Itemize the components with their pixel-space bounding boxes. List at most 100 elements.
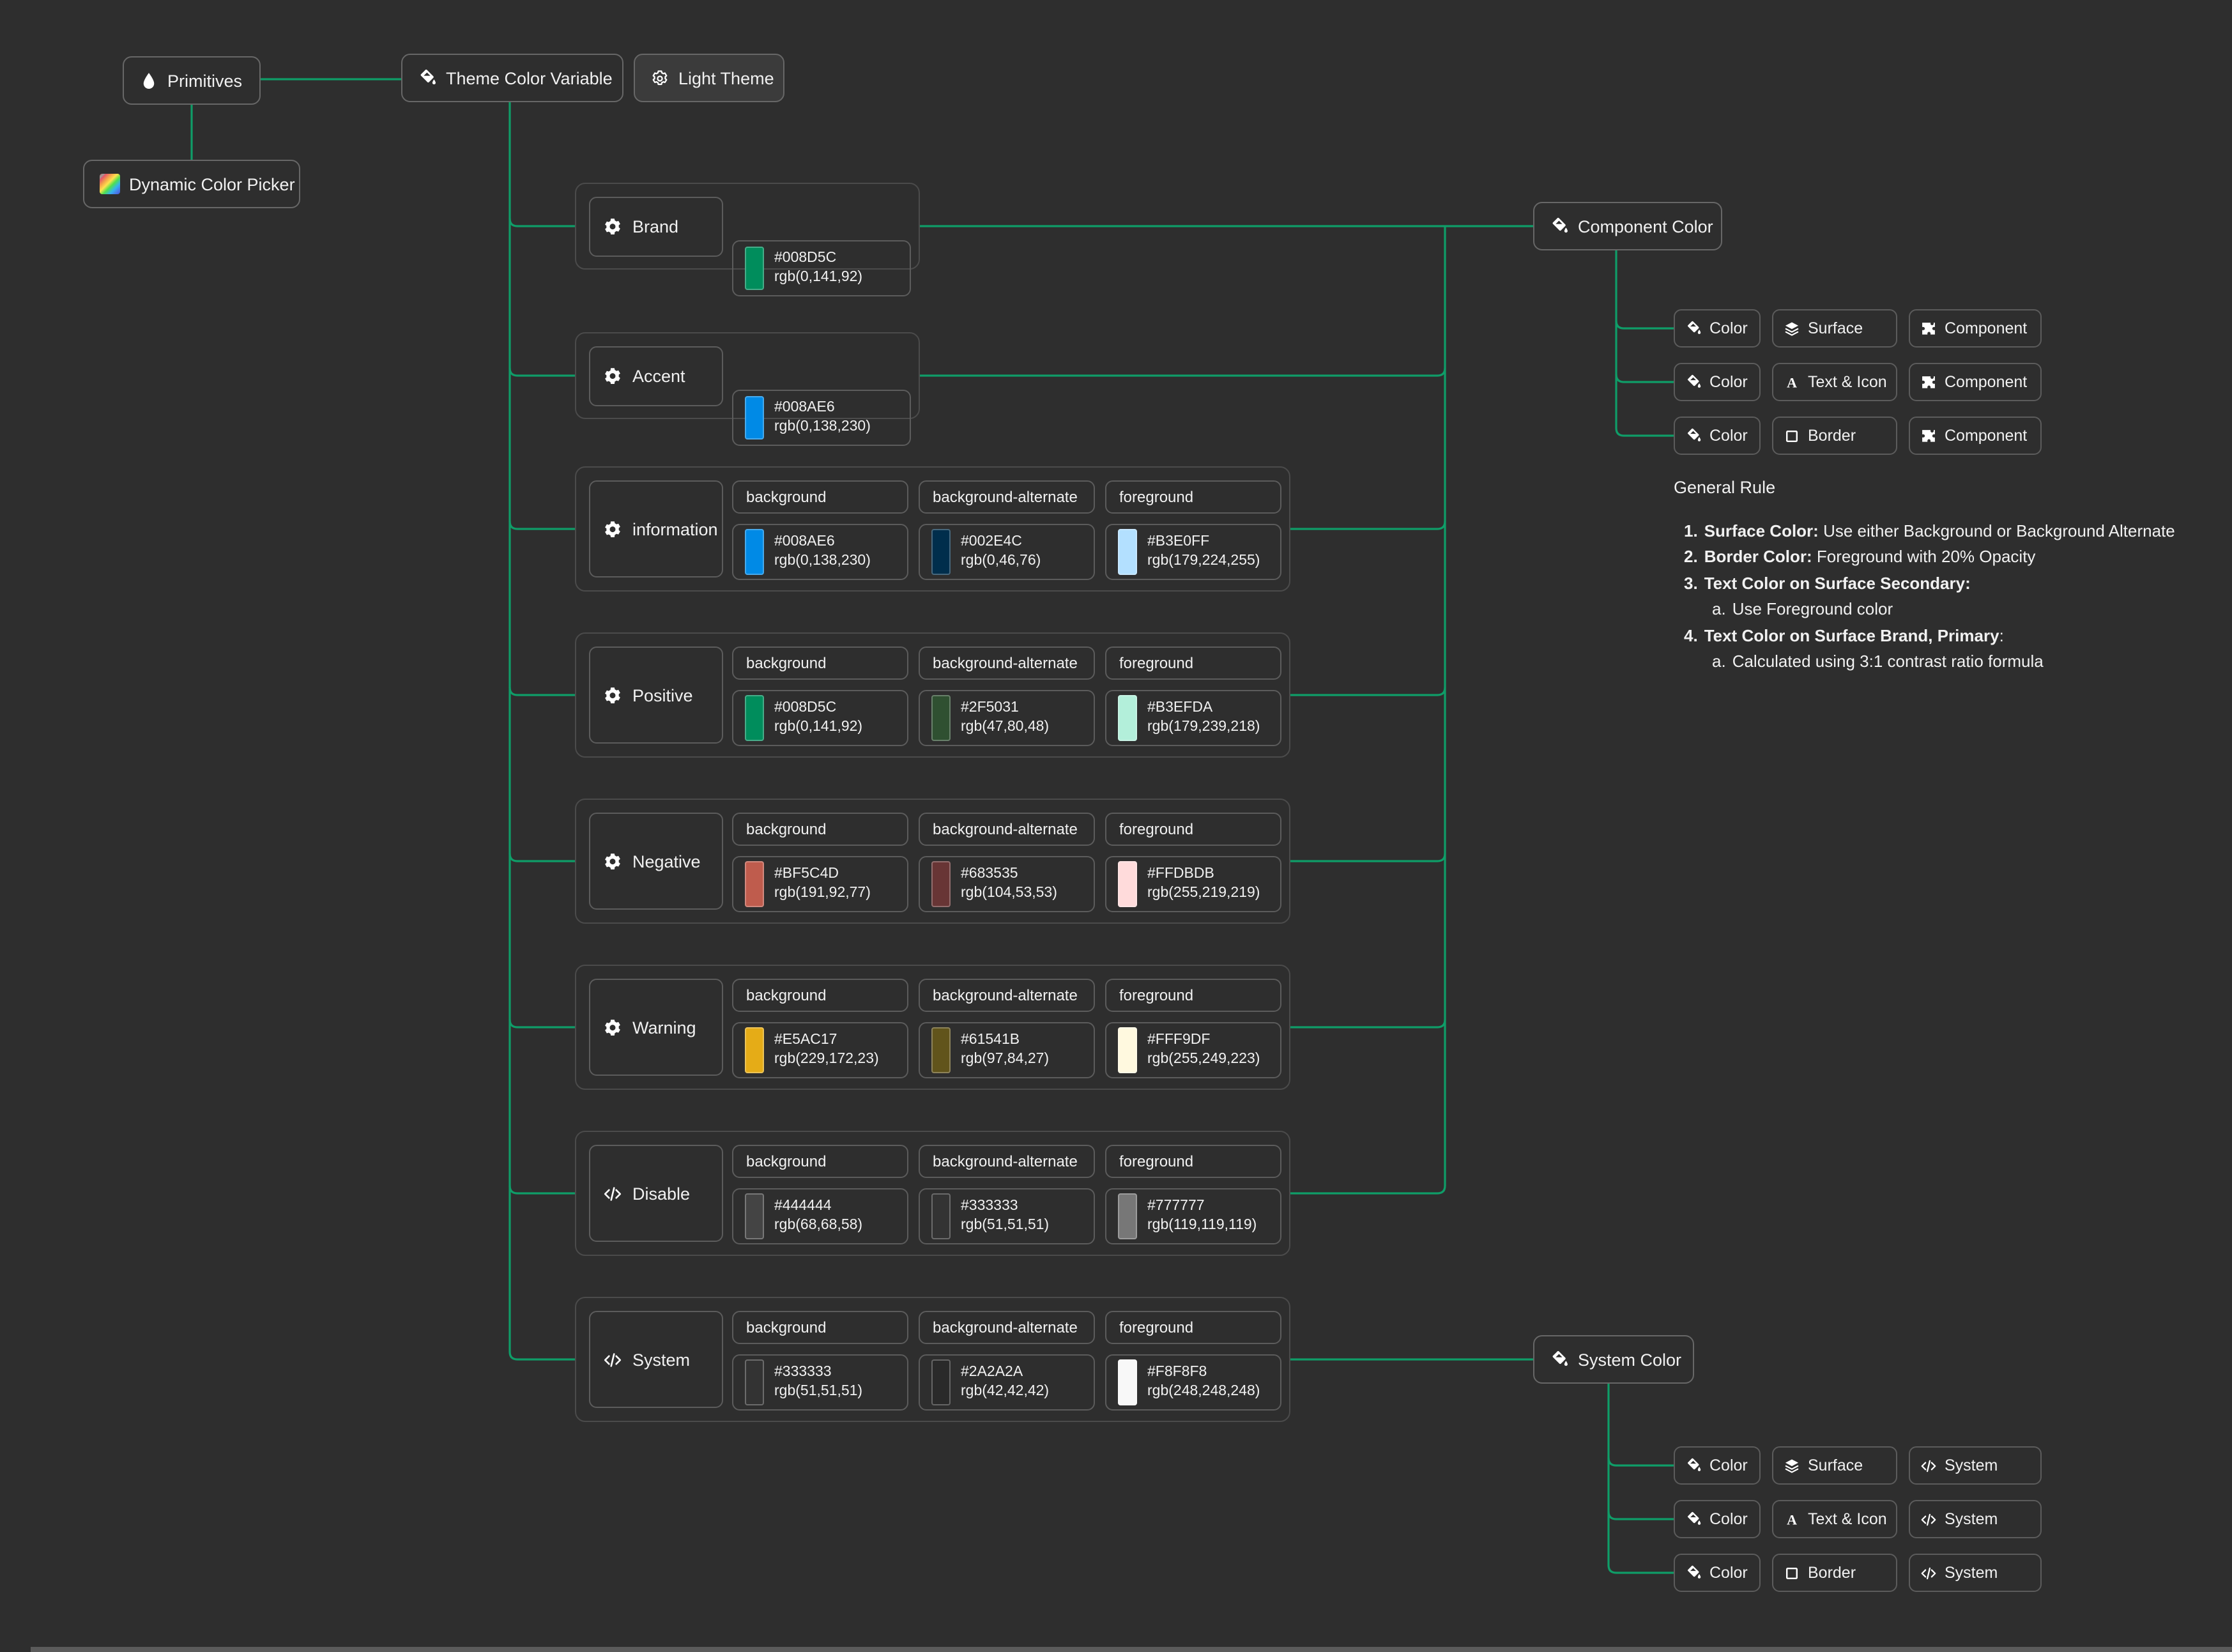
general-rule-note: General Rule 1. Surface Color: Use either… [1674, 475, 2232, 675]
column-header-background[interactable]: background [732, 813, 908, 846]
hex-value: #2F5031 [961, 700, 1019, 715]
cc-text-icon-pill[interactable]: A Text & Icon [1772, 363, 1897, 401]
swatch-background[interactable]: #333333 rgb(51,51,51) [732, 1354, 908, 1411]
node-system-color[interactable]: System Color [1533, 1335, 1694, 1384]
cc-component-pill-1[interactable]: Component [1909, 309, 2042, 348]
column-header-foreground[interactable]: foreground [1105, 1311, 1281, 1344]
swatch-values: #FFDBDB rgb(255,219,219) [1147, 865, 1260, 903]
node-primitives[interactable]: Primitives [123, 56, 261, 105]
column-header-foreground[interactable]: foreground [1105, 1145, 1281, 1178]
variable-group-brand[interactable]: Brand #008D5C rgb(0,141,92) [575, 183, 920, 296]
swatch-foreground[interactable]: #F8F8F8 rgb(248,248,248) [1105, 1354, 1281, 1411]
sc-system-pill-1[interactable]: System [1909, 1446, 2042, 1485]
column-header-background-alternate[interactable]: background-alternate [919, 813, 1095, 846]
node-dynamic-color-picker[interactable]: Dynamic Color Picker [83, 160, 300, 208]
sc-system-pill-3[interactable]: System [1909, 1554, 2042, 1592]
pill-label: Text & Icon [1808, 373, 1887, 391]
group-label-warning[interactable]: Warning [589, 979, 723, 1076]
group-label-information[interactable]: information [589, 480, 723, 577]
column-header-foreground[interactable]: foreground [1105, 646, 1281, 680]
pill-label: System [1945, 1564, 1998, 1582]
sc-text-icon-pill[interactable]: A Text & Icon [1772, 1500, 1897, 1538]
group-label-brand[interactable]: Brand [589, 197, 723, 257]
column-header-background-alternate[interactable]: background-alternate [919, 1311, 1095, 1344]
border-square-icon [1784, 427, 1800, 444]
group-label-system[interactable]: System [589, 1311, 723, 1408]
column-header-background[interactable]: background [732, 1311, 908, 1344]
pill-label: Surface [1808, 319, 1863, 337]
sc-system-pill-2[interactable]: System [1909, 1500, 2042, 1538]
list-marker: 3. [1684, 573, 1698, 592]
swatch-values: #444444 rgb(68,68,58) [774, 1197, 862, 1235]
swatch-background[interactable]: #BF5C4D rgb(191,92,77) [732, 856, 908, 912]
group-label-accent[interactable]: Accent [589, 346, 723, 406]
swatch-background-alternate[interactable]: #683535 rgb(104,53,53) [919, 856, 1095, 912]
column-header-background[interactable]: background [732, 646, 908, 680]
cc-color-pill-1[interactable]: Color [1674, 309, 1761, 348]
sc-color-pill-1[interactable]: Color [1674, 1446, 1761, 1485]
column-header-foreground[interactable]: foreground [1105, 813, 1281, 846]
column-header-background-alternate[interactable]: background-alternate [919, 979, 1095, 1012]
node-theme-color-variable[interactable]: Theme Color Variable [401, 54, 623, 102]
swatch-background[interactable]: #008AE6 rgb(0,138,230) [732, 524, 908, 580]
rgb-value: rgb(51,51,51) [961, 1218, 1050, 1233]
cc-color-pill-3[interactable]: Color [1674, 417, 1761, 455]
swatch-foreground[interactable]: #777777 rgb(119,119,119) [1105, 1188, 1281, 1244]
swatch-values: #333333 rgb(51,51,51) [961, 1197, 1049, 1235]
variable-group-positive[interactable]: Positive background background-alternate… [575, 632, 1290, 758]
swatch-accent[interactable]: #008AE6 rgb(0,138,230) [732, 390, 911, 446]
column-header-background-alternate[interactable]: background-alternate [919, 1145, 1095, 1178]
variable-group-system[interactable]: System background background-alternate f… [575, 1297, 1290, 1422]
swatch-background-alternate[interactable]: #61541B rgb(97,84,27) [919, 1022, 1095, 1078]
cc-component-pill-2[interactable]: Component [1909, 363, 2042, 401]
sc-border-pill[interactable]: Border [1772, 1554, 1897, 1592]
swatch-background[interactable]: #E5AC17 rgb(229,172,23) [732, 1022, 908, 1078]
hex-value: #FFDBDB [1147, 866, 1214, 882]
cc-component-pill-3[interactable]: Component [1909, 417, 2042, 455]
sc-color-pill-3[interactable]: Color [1674, 1554, 1761, 1592]
column-header-background-alternate[interactable]: background-alternate [919, 646, 1095, 680]
group-label-positive[interactable]: Positive [589, 646, 723, 744]
hex-value: #E5AC17 [774, 1032, 837, 1048]
code-icon [1920, 1511, 1937, 1527]
column-header-background[interactable]: background [732, 1145, 908, 1178]
sc-color-pill-2[interactable]: Color [1674, 1500, 1761, 1538]
node-component-color[interactable]: Component Color [1533, 202, 1722, 250]
cc-surface-pill[interactable]: Surface [1772, 309, 1897, 348]
cc-border-pill[interactable]: Border [1772, 417, 1897, 455]
swatch-foreground[interactable]: #B3E0FF rgb(179,224,255) [1105, 524, 1281, 580]
column-header-background-alternate[interactable]: background-alternate [919, 480, 1095, 514]
swatch-foreground[interactable]: #FFDBDB rgb(255,219,219) [1105, 856, 1281, 912]
variable-group-negative[interactable]: Negative background background-alternate… [575, 799, 1290, 924]
column-header-foreground[interactable]: foreground [1105, 979, 1281, 1012]
swatch-foreground[interactable]: #FFF9DF rgb(255,249,223) [1105, 1022, 1281, 1078]
swatch-foreground[interactable]: #B3EFDA rgb(179,239,218) [1105, 690, 1281, 746]
column-header-background[interactable]: background [732, 480, 908, 514]
rgb-value: rgb(0,141,92) [774, 719, 863, 735]
swatch-background-alternate[interactable]: #002E4C rgb(0,46,76) [919, 524, 1095, 580]
variable-group-accent[interactable]: Accent #008AE6 rgb(0,138,230) [575, 332, 920, 446]
column-header-foreground[interactable]: foreground [1105, 480, 1281, 514]
swatch-background[interactable]: #444444 rgb(68,68,58) [732, 1188, 908, 1244]
swatch-background[interactable]: #008D5C rgb(0,141,92) [732, 690, 908, 746]
swatch-background-alternate[interactable]: #2A2A2A rgb(42,42,42) [919, 1354, 1095, 1411]
pill-label: Color [1709, 373, 1748, 391]
variable-group-warning[interactable]: Warning background background-alternate … [575, 965, 1290, 1090]
hex-value: #BF5C4D [774, 866, 839, 882]
variable-group-disable[interactable]: Disable background background-alternate … [575, 1131, 1290, 1256]
color-chip [1118, 1027, 1137, 1073]
group-label-negative[interactable]: Negative [589, 813, 723, 910]
swatch-background-alternate[interactable]: #333333 rgb(51,51,51) [919, 1188, 1095, 1244]
variable-group-information[interactable]: information background background-altern… [575, 466, 1290, 592]
swatch-background-alternate[interactable]: #2F5031 rgb(47,80,48) [919, 690, 1095, 746]
sc-surface-pill[interactable]: Surface [1772, 1446, 1897, 1485]
node-light-theme[interactable]: Light Theme [634, 54, 784, 102]
swatch-brand[interactable]: #008D5C rgb(0,141,92) [732, 240, 911, 296]
swatch-values: #E5AC17 rgb(229,172,23) [774, 1031, 879, 1069]
horizontal-scrollbar[interactable] [31, 1646, 2232, 1652]
group-label-disable[interactable]: Disable [589, 1145, 723, 1242]
cc-color-pill-2[interactable]: Color [1674, 363, 1761, 401]
column-header-background[interactable]: background [732, 979, 908, 1012]
